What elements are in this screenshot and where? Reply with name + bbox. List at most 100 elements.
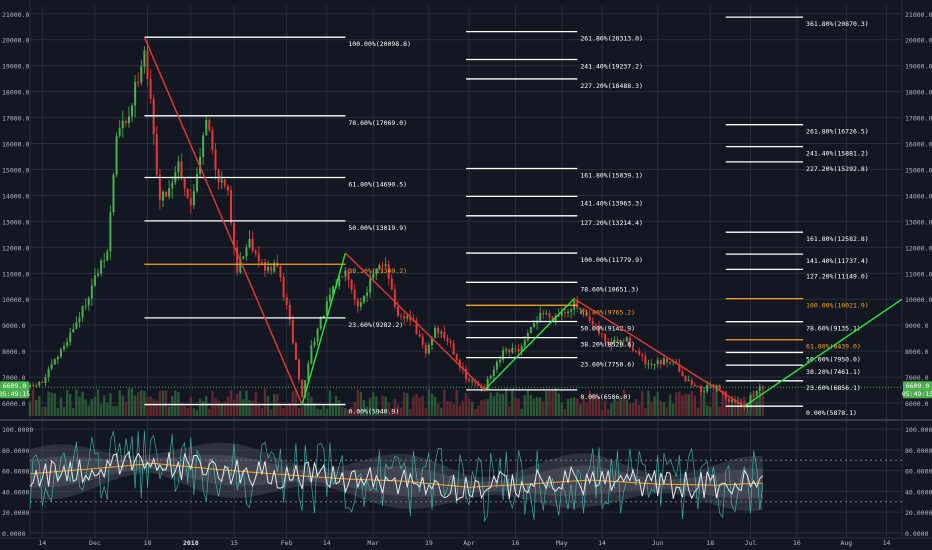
volume-bar	[712, 391, 715, 416]
candle-body	[362, 295, 365, 303]
candle-body	[520, 346, 523, 352]
candle-body	[149, 78, 152, 99]
time-tick-label: 18	[144, 539, 152, 547]
volume-bar	[656, 391, 659, 416]
volume-bar	[440, 407, 443, 416]
candle-body	[434, 327, 437, 338]
volume-bar	[603, 400, 607, 416]
volume-bar	[709, 406, 712, 416]
price-tick-label-right: 18000.0	[905, 89, 932, 97]
time-tick-label: Apr	[463, 539, 475, 547]
price-tick-label-right: 15000.0	[905, 166, 932, 174]
osc-tick-label-left: 0.0000	[2, 530, 26, 538]
volume-bar	[155, 400, 158, 416]
candle-body	[653, 364, 656, 366]
fib-level-label: 0.00%(5940.9)	[348, 408, 399, 416]
volume-bar	[164, 390, 168, 416]
time-tick-label: 19	[425, 539, 433, 547]
candle-body	[254, 250, 257, 254]
candle-body	[236, 247, 239, 273]
candle-body	[41, 381, 44, 383]
volume-bar	[226, 396, 230, 416]
fib-level-label: 78.60%(9135.1)	[806, 325, 861, 333]
volume-bar	[619, 395, 622, 416]
fib-level-label: 161.80%(12582.8)	[806, 235, 869, 243]
price-tick-label-right: 14000.0	[905, 192, 932, 200]
volume-bar	[78, 396, 81, 416]
candle-body	[696, 385, 699, 387]
candle-body	[285, 297, 288, 306]
candle-body	[594, 324, 597, 326]
candle-body	[338, 276, 341, 286]
candle-body	[131, 105, 134, 117]
fib-level-label: 127.20%(13214.4)	[580, 219, 643, 227]
uptrend-line	[743, 298, 903, 407]
volume-bar	[93, 396, 97, 416]
candle-body	[557, 315, 560, 317]
candle-body	[189, 198, 192, 206]
volume-bar	[368, 397, 372, 416]
candle-body	[703, 391, 706, 393]
candle-body	[390, 278, 393, 290]
price-tick-label-left: 18000.0	[2, 89, 29, 97]
volume-bar	[195, 409, 199, 416]
candle-body	[542, 313, 545, 315]
candle-body	[186, 188, 189, 199]
candle-body	[449, 341, 452, 343]
volume-bar	[310, 397, 313, 416]
volume-bar	[316, 408, 319, 416]
candle-body	[499, 359, 502, 362]
candle-body	[143, 50, 146, 67]
candle-body	[97, 273, 100, 276]
candle-body	[171, 182, 174, 189]
volume-bar	[362, 399, 366, 416]
volume-bar	[347, 409, 350, 416]
volume-bar	[137, 392, 140, 416]
candle-body	[322, 315, 325, 318]
time-tick-label: Feb	[281, 539, 293, 547]
candle-body	[588, 316, 591, 322]
fib-level-label: 161.80%(15039.1)	[580, 171, 643, 179]
volume-bar	[124, 401, 128, 416]
candle-body	[563, 312, 566, 314]
volume-bar	[715, 388, 718, 416]
volume-bar	[607, 409, 610, 416]
volume-bar	[331, 403, 335, 416]
volume-bar	[192, 408, 196, 416]
candle-body	[344, 270, 347, 277]
volume-bar	[665, 407, 669, 416]
osc-outer-band	[30, 442, 763, 511]
time-tick-label: 16	[512, 539, 520, 547]
fib-level-label: 227.20%(18488.3)	[580, 82, 643, 90]
volume-bar	[436, 404, 440, 416]
volume-bar	[740, 399, 743, 416]
candle-body	[554, 315, 557, 322]
candle-body	[421, 336, 424, 345]
candle-body	[75, 322, 78, 329]
volume-bar	[322, 405, 325, 416]
price-tick-label-right: 10000.0	[905, 296, 932, 304]
oscillator-layer	[29, 430, 902, 523]
volume-bar	[548, 390, 551, 416]
volume-bar	[520, 408, 523, 416]
candle-body	[325, 301, 328, 316]
price-tick-label-left: 21000.0	[2, 11, 29, 19]
candle-body	[638, 351, 641, 355]
candle-body	[369, 278, 372, 293]
candle-body	[168, 188, 171, 197]
volume-bar	[492, 396, 496, 416]
fib-level-label: 100.00%(10021.9)	[806, 302, 869, 310]
fib-level-label: 361.80%(20870.3)	[806, 20, 869, 28]
candle-body	[443, 331, 446, 339]
candle-body	[217, 169, 220, 183]
countdown-value-left: 05:49:15	[0, 390, 30, 398]
volume-bar	[260, 407, 264, 416]
candle-body	[366, 292, 369, 296]
candle-body	[66, 342, 69, 347]
candle-body	[647, 363, 650, 365]
candle-body	[298, 359, 301, 380]
volume-bar	[214, 398, 217, 416]
volume-bar	[650, 401, 653, 416]
price-tick-label-left: 7000.0	[2, 374, 26, 382]
volume-bar	[34, 399, 38, 416]
